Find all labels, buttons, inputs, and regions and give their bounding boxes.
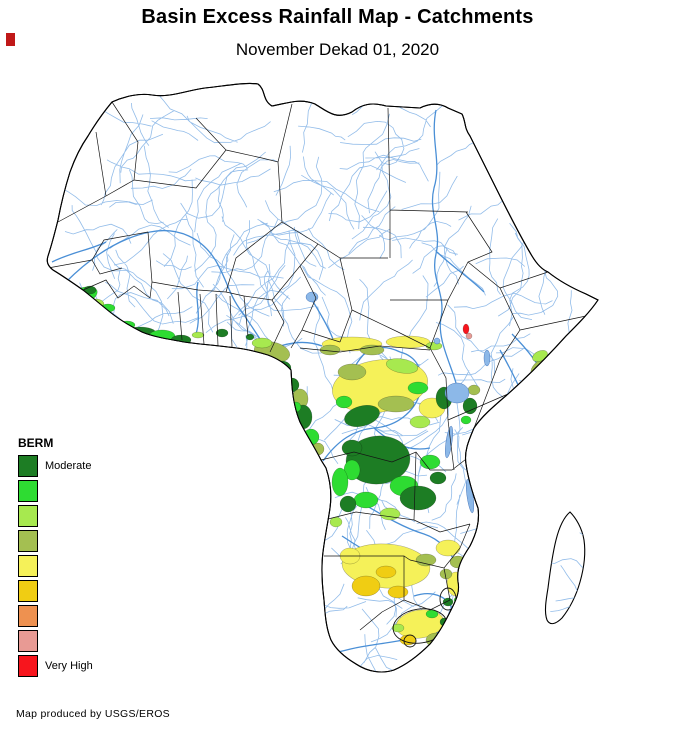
rainfall-patches-part — [425, 341, 443, 351]
rainfall-patches-part — [272, 360, 292, 376]
legend-entry: Very High — [18, 655, 93, 677]
rainfall-patches-part — [387, 585, 409, 599]
legend-entry — [18, 480, 93, 502]
legend-items: Moderate Very High — [18, 455, 93, 677]
legend-swatch — [18, 555, 38, 577]
page-subtitle: November Dekad 01, 2020 — [235, 40, 440, 59]
rainfall-patches-part — [467, 384, 481, 396]
major-rivers-part — [65, 230, 269, 353]
country-borders — [47, 101, 587, 631]
rainfall-patches-part — [391, 623, 405, 633]
rainfall-patches-part — [215, 328, 229, 338]
legend-title: BERM — [18, 436, 54, 450]
legend-swatch — [18, 630, 38, 652]
lakes-part — [305, 291, 319, 303]
africa-coastline — [46, 82, 599, 673]
rainfall-patches-part — [419, 454, 441, 470]
lakes-part — [433, 337, 441, 345]
rainfall-patches-part — [565, 339, 579, 349]
rainfall-patches-part — [399, 485, 437, 511]
rainfall-patches-part — [407, 381, 429, 395]
rainfall-patches-part — [339, 495, 357, 513]
rainfall-patches-part — [462, 323, 470, 335]
rainfall-patches-part — [385, 335, 431, 349]
major-rivers-part — [195, 281, 199, 335]
lakes-part — [466, 478, 474, 514]
legend-swatch — [18, 480, 38, 502]
rainfall-patches-part — [353, 491, 379, 509]
legend-swatch — [18, 655, 38, 677]
rainfall-patches-part — [331, 467, 349, 497]
rainfall-patches-part — [337, 363, 367, 381]
rainfall-patches-part — [335, 395, 353, 409]
legend-label: Moderate — [45, 460, 92, 472]
rainfall-patches-part — [460, 415, 472, 425]
rainfall-patches-part — [58, 281, 74, 293]
legend-label: Very High — [45, 660, 93, 672]
rainfall-patches-part — [525, 381, 539, 391]
legend-swatch — [18, 455, 38, 477]
rainfall-patches-part — [351, 575, 381, 597]
rainfall-patches-part — [462, 397, 478, 415]
major-rivers-part — [322, 351, 423, 462]
legend-entry — [18, 605, 93, 627]
page-title: Basin Excess Rainfall Map - Catchments — [141, 6, 534, 28]
madagascar-island — [544, 511, 586, 625]
rainfall-patches-part — [435, 539, 461, 557]
rainfall-patches-part — [359, 344, 385, 356]
rainfall-patches-part — [532, 350, 548, 362]
legend-entry — [18, 555, 93, 577]
rainfall-patches-part — [344, 405, 380, 427]
rainfall-patches-part — [379, 507, 401, 521]
lakes-part — [483, 349, 491, 367]
major-rivers-part — [436, 251, 485, 293]
legend: BERM Moderate Very High — [18, 436, 93, 680]
legend-swatch — [18, 530, 38, 552]
legend-swatch — [18, 580, 38, 602]
rainfall-patches-part — [375, 565, 397, 579]
major-rivers-part — [431, 109, 457, 384]
map-credit: Map produced by USGS/EROS — [16, 708, 170, 720]
rainfall-patches-part — [385, 358, 419, 374]
rainfall-patches-part — [341, 439, 363, 457]
legend-swatch — [18, 505, 38, 527]
lakes-part — [444, 382, 470, 404]
rainfall-patches-part — [465, 332, 473, 340]
rainfall-patches-part — [245, 333, 255, 341]
rainfall-patches-part — [442, 597, 454, 607]
rainfall-patches-part — [415, 553, 437, 567]
rainfall-patches-part — [251, 337, 273, 349]
rainfall-patches-part — [409, 415, 431, 429]
legend-swatch — [18, 605, 38, 627]
legend-entry — [18, 630, 93, 652]
rainfall-patches-part — [118, 320, 136, 330]
legend-entry: Moderate — [18, 455, 93, 477]
catchment-outlines-part — [403, 634, 417, 648]
rainfall-patches-part — [543, 378, 561, 390]
legend-entry — [18, 530, 93, 552]
rainfall-patches-part — [429, 471, 447, 485]
lakes-part — [445, 425, 453, 459]
rainfall-patches-part — [329, 516, 343, 528]
rainfall-patches — [58, 281, 579, 648]
legend-entry — [18, 580, 93, 602]
corner-mark — [6, 33, 15, 46]
rainfall-patches-part — [191, 331, 205, 339]
rainfall-patches-part — [377, 395, 415, 413]
rainfall-patches-part — [345, 435, 411, 485]
legend-entry — [18, 505, 93, 527]
